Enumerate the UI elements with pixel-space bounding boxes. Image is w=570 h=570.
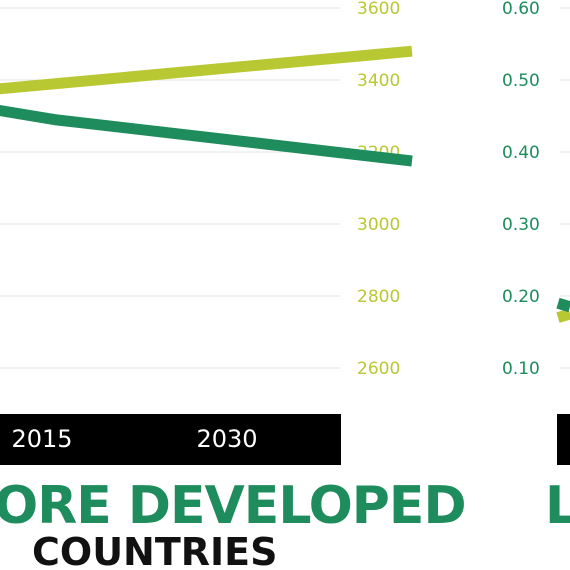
right-y-tick-label: 0.40 [502, 143, 540, 163]
right-series-line-green [556, 297, 570, 313]
left-series-line-green [0, 104, 413, 167]
left-chart-subtitle: COUNTRIES [32, 530, 278, 570]
right-y-tick-label: 0.20 [502, 287, 540, 307]
left-y-tick-label: 3400 [357, 71, 400, 91]
left-x-tick-label: 2030 [196, 425, 257, 453]
right-y-tick-label: 0.10 [502, 359, 540, 379]
left-y-tick-label: 3000 [357, 215, 400, 235]
left-x-tick-label: 2015 [11, 425, 72, 453]
right-chart-title: L [545, 476, 570, 536]
right-chart-panel: 0.60 0.50 0.40 0.30 0.20 0.10 [502, 0, 570, 465]
left-chart-title: ORE DEVELOPED [0, 476, 467, 536]
right-series-line-lime [556, 308, 570, 323]
right-y-tick-label: 0.60 [502, 0, 540, 19]
right-y-tick-label: 0.50 [502, 71, 540, 91]
left-y-tick-label: 3600 [357, 0, 400, 19]
right-y-tick-label: 0.30 [502, 215, 540, 235]
left-series-line-lime [0, 45, 413, 95]
right-x-axis-band [557, 414, 570, 465]
left-y-tick-label: 2600 [357, 359, 400, 379]
left-x-axis-band [0, 414, 341, 465]
left-y-tick-label: 2800 [357, 287, 400, 307]
